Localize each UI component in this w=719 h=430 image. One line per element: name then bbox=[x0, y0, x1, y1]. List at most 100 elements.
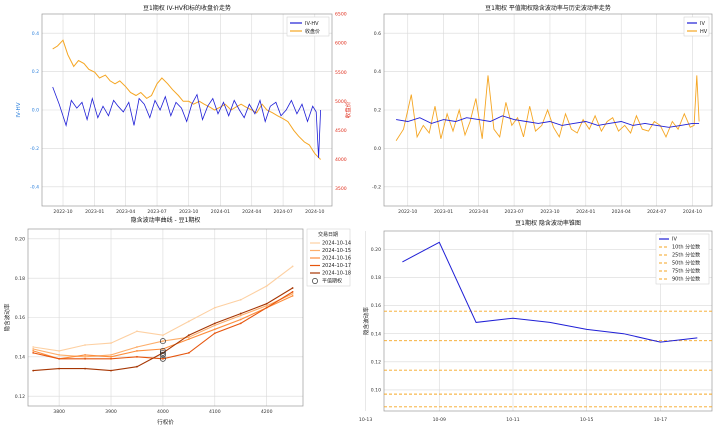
smile-point bbox=[32, 350, 35, 352]
smile-point bbox=[136, 350, 138, 352]
smile-point bbox=[239, 312, 242, 315]
y-tick-label: 0.18 bbox=[371, 275, 381, 281]
legend-entry: 50th 分位数 bbox=[672, 260, 700, 267]
legend-title: 交易日期 bbox=[318, 231, 338, 238]
smile-point bbox=[239, 314, 242, 317]
y-tick-label: 0.16 bbox=[371, 303, 381, 309]
series-line-close-price bbox=[52, 39, 321, 160]
x-tick-label: 4100 bbox=[209, 409, 221, 415]
x-tick-label: 2022-10 bbox=[53, 209, 72, 215]
smile-point bbox=[187, 334, 190, 337]
x-tick-label: 2023-10 bbox=[540, 209, 559, 215]
smile-point bbox=[136, 346, 138, 348]
legend-entry: 2024-10-18 bbox=[322, 271, 351, 277]
atm-marker bbox=[159, 349, 166, 356]
smile-point bbox=[84, 353, 86, 356]
y-tick-label: 0.2 bbox=[32, 69, 39, 75]
smile-point bbox=[110, 369, 112, 372]
smile-point bbox=[213, 306, 216, 309]
smile-point bbox=[291, 265, 294, 268]
x-tick-label: 10-11 bbox=[506, 417, 519, 423]
y-tick-label: 0.10 bbox=[371, 388, 381, 394]
legend-entry: 收盘价 bbox=[305, 28, 320, 35]
smile-point bbox=[58, 357, 61, 360]
legend-atm-swatch bbox=[312, 278, 318, 284]
smile-point bbox=[58, 367, 61, 370]
x-tick-label: 10-17 bbox=[654, 417, 667, 423]
y-tick-label: 0.12 bbox=[371, 359, 381, 365]
y-tick-label: 0.14 bbox=[15, 354, 25, 360]
x-tick-label: 2024-01 bbox=[576, 209, 595, 215]
x-tick-label: 2024-10 bbox=[683, 209, 702, 215]
x-tick-label: 2023-04 bbox=[116, 209, 135, 215]
smile-point bbox=[291, 294, 294, 297]
legend-entry: 90th 分位数 bbox=[672, 276, 700, 283]
series-line-iv-hv bbox=[52, 86, 321, 159]
smile-point bbox=[213, 332, 216, 335]
smile-point bbox=[110, 355, 112, 358]
x-axis-label: 行权价 bbox=[157, 418, 174, 426]
legend-box bbox=[655, 233, 710, 285]
atm-marker bbox=[159, 351, 166, 358]
smile-point bbox=[136, 355, 138, 358]
x-tick-label: 2023-07 bbox=[147, 209, 166, 215]
smile-point bbox=[213, 322, 216, 325]
y-tick-label: 0.18 bbox=[15, 276, 25, 282]
y-axis-label: 隐含波动率 bbox=[3, 303, 11, 331]
y2-tick-label: 4000 bbox=[335, 157, 347, 163]
legend-entry: IV bbox=[700, 21, 705, 27]
x-tick-label: 10-09 bbox=[433, 417, 446, 423]
y-tick-label: 0.20 bbox=[15, 236, 25, 242]
smile-point bbox=[265, 285, 268, 287]
legend-entry: 2024-10-14 bbox=[322, 241, 351, 247]
y-tick-label: 0.14 bbox=[371, 331, 381, 337]
legend-entry: HV bbox=[700, 29, 708, 35]
atm-marker bbox=[159, 338, 166, 345]
x-tick-label: 2024-10 bbox=[305, 209, 324, 215]
smile-point bbox=[162, 340, 164, 342]
y-tick-label: 0.4 bbox=[374, 69, 381, 75]
legend-entry: 10th 分位数 bbox=[672, 244, 700, 251]
x-tick-label: 2024-04 bbox=[612, 209, 631, 215]
legend-entry: 2024-10-16 bbox=[322, 256, 351, 262]
smile-point bbox=[187, 320, 190, 323]
chart-title: 豆1期权 IV-HV和标的收盘价走势 bbox=[143, 4, 231, 12]
smile-point bbox=[32, 348, 35, 350]
smile-point bbox=[58, 353, 61, 356]
x-tick-label: 2023-04 bbox=[469, 209, 488, 215]
smile-point bbox=[162, 357, 164, 360]
chart-title: 豆1期权 隐含波动率锥图 bbox=[515, 219, 581, 227]
smile-point bbox=[136, 330, 138, 333]
smile-point bbox=[84, 367, 86, 370]
x-tick-label: 2023-10 bbox=[179, 209, 198, 215]
plot-frame bbox=[383, 230, 713, 412]
smile-point bbox=[239, 322, 242, 325]
x-tick-label: 4000 bbox=[157, 409, 169, 415]
plot-frame bbox=[383, 13, 713, 207]
legend-entry: IV-HV bbox=[305, 21, 319, 27]
smile-point bbox=[187, 352, 190, 354]
x-tick-label: 2023-07 bbox=[505, 209, 524, 215]
smile-point bbox=[265, 306, 268, 309]
y-tick-label: 0.2 bbox=[374, 108, 381, 114]
legend-entry: IV bbox=[672, 237, 677, 243]
smile-point bbox=[32, 346, 35, 348]
x-tick-label: 2024-04 bbox=[242, 209, 261, 215]
legend-entry: 75th 分位数 bbox=[672, 268, 700, 275]
y2-tick-label: 6000 bbox=[335, 41, 347, 47]
x-tick-label: 2023-01 bbox=[85, 209, 104, 215]
series-line-hv bbox=[395, 75, 700, 141]
x-tick-label: 2024-07 bbox=[647, 209, 666, 215]
y-tick-label: 0.0 bbox=[32, 108, 39, 114]
smile-point bbox=[84, 355, 86, 358]
smile-point bbox=[110, 357, 112, 360]
x-tick-label: 3800 bbox=[53, 409, 65, 415]
y-tick-label: -0.4 bbox=[30, 184, 39, 190]
x-tick-label: 4200 bbox=[261, 409, 273, 415]
y-tick-label: 0.16 bbox=[15, 315, 25, 321]
y-tick-label: 0.20 bbox=[371, 247, 381, 253]
smile-point bbox=[32, 369, 35, 372]
y2-tick-label: 5000 bbox=[335, 99, 347, 105]
smile-point bbox=[239, 318, 242, 321]
